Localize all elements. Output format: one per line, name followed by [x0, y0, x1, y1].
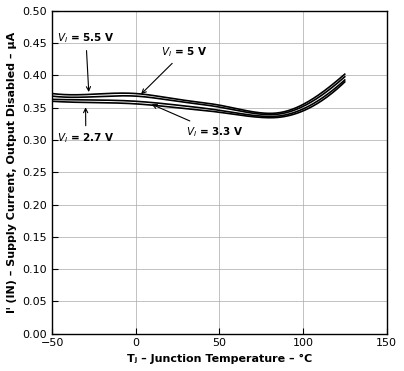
X-axis label: Tⱼ – Junction Temperature – °C: Tⱼ – Junction Temperature – °C: [127, 354, 312, 364]
Text: $V_I$ = 3.3 V: $V_I$ = 3.3 V: [153, 105, 243, 139]
Text: $V_I$ = 5.5 V: $V_I$ = 5.5 V: [57, 31, 115, 91]
Y-axis label: Iᴵ (IN) – Supply Current, Output Disabled – μA: Iᴵ (IN) – Supply Current, Output Disable…: [7, 32, 17, 313]
Text: $V_I$ = 5 V: $V_I$ = 5 V: [142, 45, 207, 93]
Text: $V_I$ = 2.7 V: $V_I$ = 2.7 V: [57, 109, 115, 145]
